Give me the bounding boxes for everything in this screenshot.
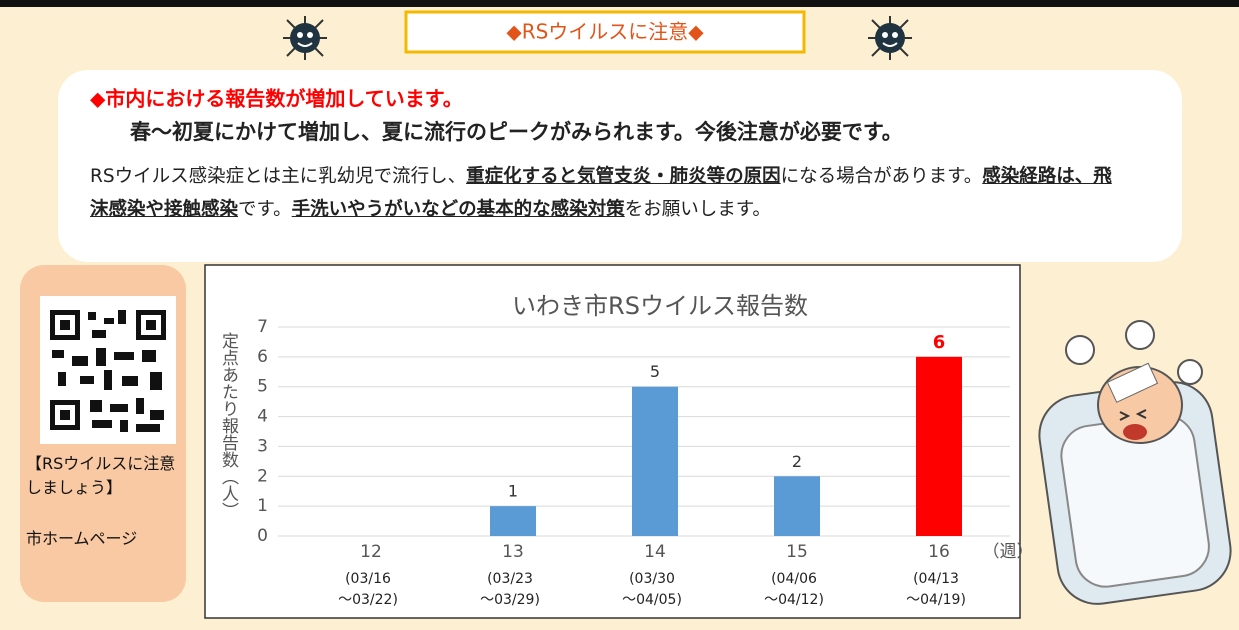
sick-baby-illustration	[1038, 320, 1232, 605]
data-label: 5	[650, 362, 660, 381]
date-range: ～04/19)	[906, 592, 966, 608]
chart-title: いわき市RSウイルス報告数	[512, 292, 808, 320]
data-label: 6	[933, 332, 946, 353]
y-tick-label: 2	[257, 466, 268, 486]
qr-code	[50, 310, 166, 432]
chart-frame	[204, 264, 1021, 619]
date-range: (04/06	[771, 571, 817, 587]
x-tick-label: 13	[502, 542, 524, 562]
x-tick-label: 14	[644, 542, 666, 562]
x-tick-label: 16	[928, 542, 950, 562]
paragraph-text: 感染経路は、飛沫感染や接触感染	[90, 166, 1112, 220]
qr-link-text: 市ホームページ	[26, 529, 138, 548]
paragraph-text: 手洗いやうがいなどの基本的な感染対策	[291, 199, 625, 220]
data-label: 1	[508, 482, 518, 501]
date-range: (03/16	[345, 571, 391, 587]
title-box	[404, 10, 806, 54]
notice-subheading: 春～初夏にかけて増加し、夏に流行のピークがみられます。今後注意が必要です。	[130, 120, 903, 144]
y-tick-label: 1	[257, 496, 268, 516]
y-tick-label: 4	[257, 407, 268, 427]
date-range: (03/23	[487, 571, 533, 587]
y-tick-label: 7	[257, 317, 268, 337]
notice-paragraph: RSウイルス感染症とは主に乳幼児で流行し、重症化すると気管支炎・肺炎等の原因にな…	[90, 160, 1130, 226]
x-unit-label: （週）	[983, 542, 1034, 562]
virus-icon	[283, 16, 327, 60]
notice-panel	[58, 70, 1182, 262]
notice-heading: ◆市内における報告数が増加しています。	[90, 87, 463, 111]
qr-caption: 【RSウイルスに注意しましょう】	[26, 454, 176, 497]
top-bar	[0, 0, 1239, 7]
paragraph-text: になる場合があります。	[780, 166, 983, 187]
bar	[490, 506, 536, 536]
date-range: (04/13	[913, 571, 959, 587]
date-range: ～04/12)	[764, 592, 824, 608]
data-label: 2	[792, 452, 802, 471]
x-tick-label: 15	[786, 542, 808, 562]
virus-icon	[868, 16, 912, 60]
paragraph-text: です。	[238, 199, 292, 220]
y-tick-label: 5	[257, 377, 268, 397]
paragraph-text: をお願いします。	[624, 199, 771, 220]
x-tick-label: 12	[360, 542, 382, 562]
y-tick-label: 6	[257, 347, 268, 367]
date-range: ～03/22)	[338, 592, 398, 608]
date-range: (03/30	[629, 571, 675, 587]
bar	[916, 356, 962, 536]
chart: いわき市RSウイルス報告数定点あたり報告数（人）（週）0123456712(03…	[218, 292, 1034, 608]
y-tick-label: 0	[257, 526, 268, 546]
date-range: ～04/05)	[622, 592, 682, 608]
y-axis-label: 定点あたり報告数（人）	[218, 332, 239, 519]
date-range: ～03/29)	[480, 592, 540, 608]
page-title: ◆RSウイルスに注意◆	[506, 20, 704, 44]
bar	[774, 476, 820, 536]
bar	[632, 386, 678, 536]
paragraph-text: RSウイルス感染症とは主に乳幼児で流行し、	[90, 166, 467, 187]
paragraph-text: 重症化すると気管支炎・肺炎等の原因	[466, 166, 781, 187]
y-tick-label: 3	[257, 436, 268, 456]
